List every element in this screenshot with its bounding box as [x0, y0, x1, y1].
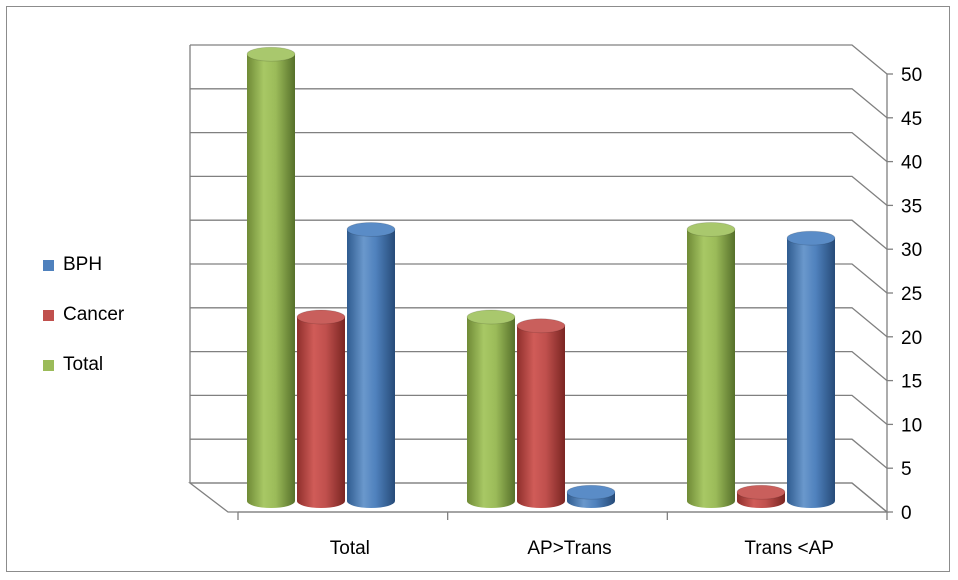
y-tick-label: 45 [901, 109, 922, 130]
y-tick-label: 25 [901, 284, 922, 305]
bar-bph-1 [566, 484, 616, 508]
y-tick-label: 0 [901, 503, 912, 524]
gridline [190, 263, 888, 294]
y-tick-label: 50 [901, 65, 922, 86]
gridline [190, 175, 888, 206]
y-tick-label: 30 [901, 240, 922, 261]
legend-label: Total [63, 354, 104, 375]
y-tick-label: 15 [901, 372, 922, 393]
y-tick-label: 10 [901, 415, 922, 436]
x-tick-label: Trans <AP [744, 538, 834, 559]
legend-label: Cancer [63, 304, 125, 325]
x-tick-label: AP>Trans [527, 538, 611, 559]
gridline [190, 394, 888, 425]
chart-plot: 0 5 10 15 20 25 30 35 40 45 50 Total AP>Trans Trans <… [188, 44, 922, 559]
gridline [190, 438, 888, 469]
bar-bph-0 [346, 222, 396, 508]
bar-total-0 [246, 46, 296, 509]
x-tick-label: Total [330, 538, 370, 559]
bar-total-2 [686, 222, 736, 508]
legend-item-bph: BPH [43, 240, 124, 290]
legend-swatch [43, 259, 54, 271]
bar-cancer-2 [736, 484, 786, 508]
y-tick-label: 35 [901, 196, 922, 217]
gridline [190, 219, 888, 250]
gridline [190, 131, 888, 163]
gridline [190, 307, 888, 338]
legend-swatch [43, 359, 54, 371]
bar-bph-2 [786, 230, 836, 508]
y-tick-label: 20 [901, 328, 922, 349]
gridline [190, 44, 888, 75]
legend-swatch [43, 309, 54, 321]
bar-cancer-1 [516, 318, 566, 508]
chart-frame: 0 5 10 15 20 25 30 35 40 45 50 Total AP>Trans Trans <… [6, 6, 950, 572]
gridline [190, 350, 888, 382]
bar-cancer-0 [296, 309, 346, 508]
legend-item-cancer: Cancer [43, 290, 124, 340]
gridline [190, 88, 888, 119]
legend-label: BPH [63, 254, 103, 275]
bar-total-1 [466, 309, 516, 508]
y-tick-label: 5 [901, 459, 912, 480]
legend-item-total: Total [43, 340, 124, 390]
legend: BPH Cancer Total [43, 240, 124, 390]
gridline [190, 482, 888, 513]
y-tick-label: 40 [901, 153, 922, 174]
